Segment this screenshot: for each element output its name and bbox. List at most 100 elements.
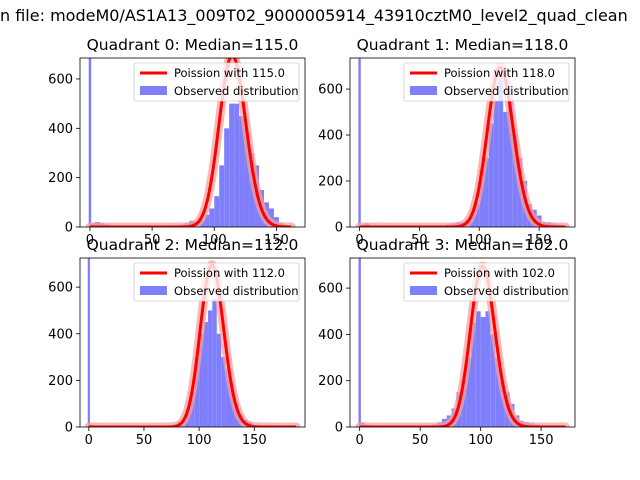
x-tick-label: 50 — [412, 433, 429, 448]
subplot-title: Quadrant 2: Median=112.0 — [87, 236, 299, 254]
y-tick-label: 400 — [318, 328, 343, 343]
histogram-bar — [484, 158, 489, 227]
histogram-bar — [212, 298, 217, 427]
y-tick-label: 0 — [335, 221, 343, 236]
x-tick-label: 100 — [467, 233, 492, 248]
histogram-bar — [194, 357, 200, 427]
histogram-bar — [199, 333, 204, 427]
legend-label-poisson: Poission with 118.0 — [444, 66, 555, 80]
histogram-bar — [216, 333, 222, 427]
histogram-bar — [470, 322, 476, 427]
y-tick-label: 200 — [48, 374, 73, 389]
histogram-bar — [493, 100, 499, 227]
x-tick-label: 0 — [355, 233, 363, 248]
y-tick-label: 200 — [318, 175, 343, 190]
histogram-bar — [507, 100, 513, 227]
y-tick-label: 600 — [318, 282, 343, 297]
legend-label-observed: Observed distribution — [444, 284, 569, 298]
subplot-quadrant-0: 0 50 100 150 0 200 400 600 Quadrant 0: Median=11… — [48, 36, 306, 248]
x-tick-label: 100 — [468, 433, 493, 448]
x-tick-label: 50 — [144, 233, 161, 248]
axes-frame — [349, 57, 576, 228]
subplot-quadrant-2: 0 50 100 150 0 200 400 600 Quadrant 2: Median=11… — [48, 236, 306, 448]
legend-box — [133, 62, 300, 102]
zero-spike-bar — [88, 58, 92, 227]
histogram-bar — [209, 208, 215, 227]
x-tick-label: 100 — [187, 433, 212, 448]
legend-box — [133, 262, 300, 302]
subplot-quadrant-3: 0 50 100 150 0 200 400 600 Quadrant 3: Median=10… — [318, 236, 576, 448]
legend-label-poisson: Poission with 102.0 — [444, 266, 555, 280]
x-tick-label: 150 — [242, 433, 267, 448]
histogram-bar — [495, 357, 500, 427]
axes-frame — [349, 257, 576, 428]
subplot-title: Quadrant 3: Median=102.0 — [357, 236, 569, 254]
legend-hist-swatch — [140, 86, 167, 95]
histogram-bar — [239, 115, 245, 227]
y-tick-label: 200 — [318, 374, 343, 389]
y-tick-label: 600 — [48, 72, 73, 87]
histogram-bar — [204, 214, 210, 227]
histogram-bar — [488, 123, 494, 227]
x-tick-label: 150 — [264, 233, 289, 248]
legend-box — [403, 62, 570, 102]
histogram-bar — [224, 128, 230, 227]
legend-hist-swatch — [410, 86, 437, 95]
y-tick-label: 0 — [335, 421, 343, 436]
histogram-bar — [498, 77, 504, 227]
histogram-bar — [249, 152, 255, 227]
x-tick-label: 50 — [411, 233, 428, 248]
histogram-bar — [466, 357, 471, 427]
legend-box — [403, 262, 570, 302]
histogram-bar — [475, 311, 481, 427]
histogram-bar — [490, 334, 496, 427]
histogram-bar — [214, 196, 220, 227]
histogram-bar — [203, 322, 208, 427]
histogram-bar — [503, 112, 508, 227]
subplot-quadrant-1: 0 50 100 150 0 200 400 600 Quadrant 1: Median=11… — [318, 36, 576, 248]
zero-spike-bar — [87, 258, 90, 427]
poisson-curve — [89, 58, 292, 227]
y-tick-label: 400 — [48, 122, 73, 137]
y-tick-label: 200 — [48, 171, 73, 186]
x-tick-label: 0 — [86, 233, 94, 248]
zero-spike-bar — [358, 258, 361, 427]
histogram-bar — [225, 368, 230, 427]
histogram-bar — [234, 103, 240, 227]
histogram-bar — [480, 317, 486, 427]
plot-area — [85, 58, 296, 227]
legend-hist-swatch — [410, 286, 437, 295]
x-tick-label: 150 — [527, 233, 552, 248]
histogram-bar — [207, 310, 213, 427]
x-tick-label: 50 — [136, 433, 153, 448]
y-tick-label: 400 — [318, 129, 343, 144]
figure-suptitle: n file: modeM0/AS1A13_009T02_9000005914_… — [0, 6, 628, 25]
histogram-bar — [512, 135, 518, 227]
x-tick-label: 0 — [85, 433, 93, 448]
y-tick-label: 600 — [48, 281, 73, 296]
y-tick-label: 400 — [48, 327, 73, 342]
legend-hist-swatch — [140, 286, 167, 295]
subplot-title: Quadrant 0: Median=115.0 — [87, 36, 299, 54]
histogram-bar — [479, 169, 485, 227]
subplot-title: Quadrant 1: Median=118.0 — [357, 36, 569, 54]
y-tick-label: 0 — [65, 421, 73, 436]
poisson-curve — [359, 65, 566, 227]
plot-area — [355, 58, 570, 227]
legend-label-observed: Observed distribution — [174, 84, 299, 98]
legend-label-observed: Observed distribution — [174, 284, 299, 298]
y-tick-label: 0 — [65, 221, 73, 236]
legend-label-poisson: Poission with 112.0 — [174, 266, 285, 280]
histogram-bar — [485, 311, 491, 427]
histogram-bar — [244, 128, 250, 227]
legend-label-poisson: Poission with 115.0 — [174, 66, 285, 80]
zero-spike-bar — [358, 58, 361, 227]
y-tick-label: 600 — [318, 83, 343, 98]
axes-frame — [79, 257, 306, 428]
histogram-bar — [221, 357, 226, 427]
histogram-bar — [229, 103, 235, 227]
legend-label-observed: Observed distribution — [444, 84, 569, 98]
histogram-bar — [268, 208, 274, 227]
